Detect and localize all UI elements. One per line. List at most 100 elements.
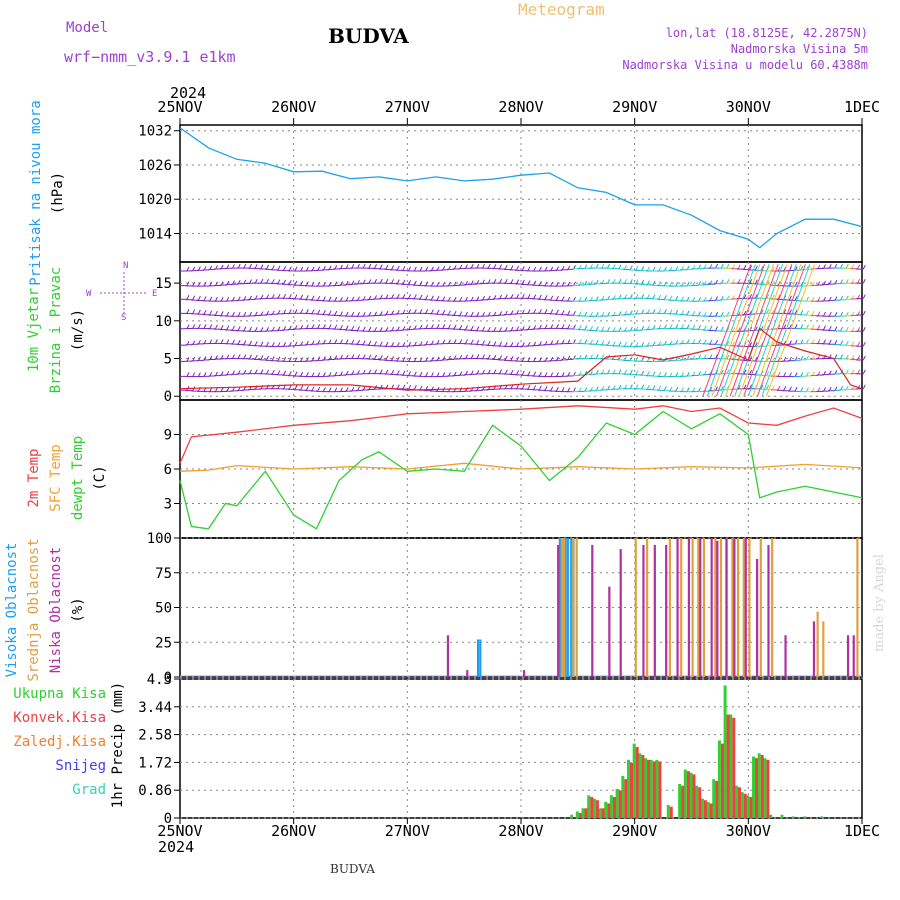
- wind-strong-barb: [725, 264, 775, 397]
- precip-bar-convective: [743, 793, 747, 818]
- wind-barb-flag: [277, 370, 281, 375]
- precip-bar-convective: [698, 787, 702, 818]
- wind-barb-flag: [527, 266, 531, 271]
- wind-barb-flag: [754, 356, 758, 362]
- wind-barb-flag: [459, 296, 463, 302]
- wind-barb-flag: [618, 341, 622, 347]
- wind-barb-flag: [845, 340, 849, 346]
- wind-barb-flag: [607, 369, 611, 374]
- wind-barb-flag: [641, 279, 645, 285]
- wind-barb-flag: [385, 355, 389, 361]
- wind-barb-flag: [743, 384, 747, 390]
- wind-barb-flag: [294, 309, 298, 314]
- wind-barb-flag: [533, 357, 537, 362]
- wind-barb-flag: [305, 266, 309, 272]
- cloud-bar-visoka: [558, 538, 561, 677]
- wind-barb-flag: [788, 295, 792, 301]
- precip-bar-total: [757, 753, 761, 818]
- wind-barb-flag: [442, 281, 446, 287]
- wind-barb-flag: [732, 354, 736, 360]
- wind-barb-flag: [538, 357, 542, 362]
- wind-barb-flag: [300, 294, 304, 300]
- wind-axis-label: (m/s): [70, 309, 86, 351]
- wind-barb-flag: [521, 266, 525, 271]
- wind-barb-flag: [732, 327, 736, 332]
- wind-barb-flag: [652, 309, 656, 314]
- cloud-bar-srednja: [771, 538, 774, 677]
- footer-station: BUDVA: [330, 862, 375, 876]
- wind-barb-flag: [590, 325, 593, 331]
- wind-barb-flag: [646, 357, 650, 362]
- wind-barb-flag: [612, 369, 616, 374]
- wind-barb-flag: [845, 326, 849, 332]
- wind-barb-flag: [374, 354, 377, 360]
- wind-barb-flag: [311, 281, 315, 287]
- wind-barb-flag: [317, 324, 321, 329]
- wind-barb-flag: [561, 296, 565, 301]
- wind-barb-flag: [277, 342, 281, 347]
- wind-barb-flag: [715, 312, 718, 317]
- cloud-bar-niska: [784, 635, 787, 677]
- wind-barb-flag: [845, 369, 849, 374]
- wind-barb-flag: [260, 369, 264, 374]
- wind-barb-flag: [459, 324, 463, 330]
- pressure-ytick-label: 1026: [138, 158, 172, 174]
- precip-bar-total: [803, 816, 807, 818]
- cloud-bar-srednja: [748, 538, 751, 677]
- wind-strong-barb: [761, 264, 811, 397]
- wind-barb-flag: [391, 265, 395, 270]
- wind-barb-flag: [396, 342, 400, 347]
- wind-barb-flag: [533, 371, 537, 376]
- wind-barb-flag: [567, 387, 571, 392]
- cloud-bar-niska: [767, 544, 770, 677]
- wind-barb-flag: [624, 355, 628, 361]
- wind-barb-flag: [766, 384, 770, 390]
- wind-barb-flag: [374, 369, 377, 374]
- precip-bar-convective: [720, 743, 724, 818]
- wind-barb-flag: [862, 341, 866, 347]
- precip-bar-convective: [749, 796, 753, 818]
- wind-barb-flag: [209, 324, 213, 329]
- wind-barb-flag: [300, 309, 304, 314]
- wind-barb-flag: [197, 372, 201, 377]
- wind-barb-flag: [766, 357, 770, 362]
- pressure-ytick-label: 1032: [138, 124, 172, 140]
- wind-barb-flag: [771, 266, 775, 272]
- wind-barb-flag: [681, 296, 684, 301]
- x-tick-top: 26NOV: [271, 98, 316, 116]
- cloud-bar-visoka: [570, 538, 573, 677]
- wind-strong-barb: [729, 264, 779, 397]
- wind-barb-flag: [658, 281, 662, 286]
- wind-barb-flag: [828, 325, 832, 331]
- wind-barb-flag: [254, 279, 258, 284]
- compass-E: E: [152, 289, 157, 299]
- wind-barb-flag: [214, 310, 218, 316]
- precip-ytick-label: 4.3: [147, 672, 172, 688]
- wind-barb-flag: [322, 281, 326, 287]
- wind-barb-flag: [294, 385, 298, 390]
- wind-barb-flag: [237, 326, 241, 331]
- wind-ytick-label: 15: [155, 276, 172, 292]
- wind-barb-flag: [817, 296, 821, 302]
- precip-bar-convective: [686, 771, 690, 818]
- wind-barb-flag: [737, 264, 741, 269]
- wind-barb-flag: [618, 327, 622, 332]
- wind-strong-barb: [720, 264, 770, 397]
- cloud-bar-niska: [523, 670, 526, 677]
- wind-barb-flag: [584, 325, 588, 330]
- precip-bar-convective: [726, 714, 730, 818]
- wind-barb-flag: [777, 266, 781, 272]
- wind-barb-flag: [612, 327, 616, 332]
- wind-barb-flag: [862, 384, 866, 390]
- wind-barb-flag: [385, 264, 389, 270]
- wind-barb-flag: [862, 278, 866, 284]
- wind-barb-flag: [254, 369, 258, 374]
- wind-barb-flag: [624, 264, 628, 270]
- wind-barb-flag: [487, 354, 491, 360]
- wind-barb-flag: [419, 281, 423, 286]
- wind-barb-flag: [715, 339, 718, 345]
- wind-barb-flag: [737, 341, 741, 347]
- wind-barb-flag: [447, 339, 451, 344]
- wind-barb-flag: [408, 384, 412, 390]
- wind-strong-barb: [752, 264, 802, 397]
